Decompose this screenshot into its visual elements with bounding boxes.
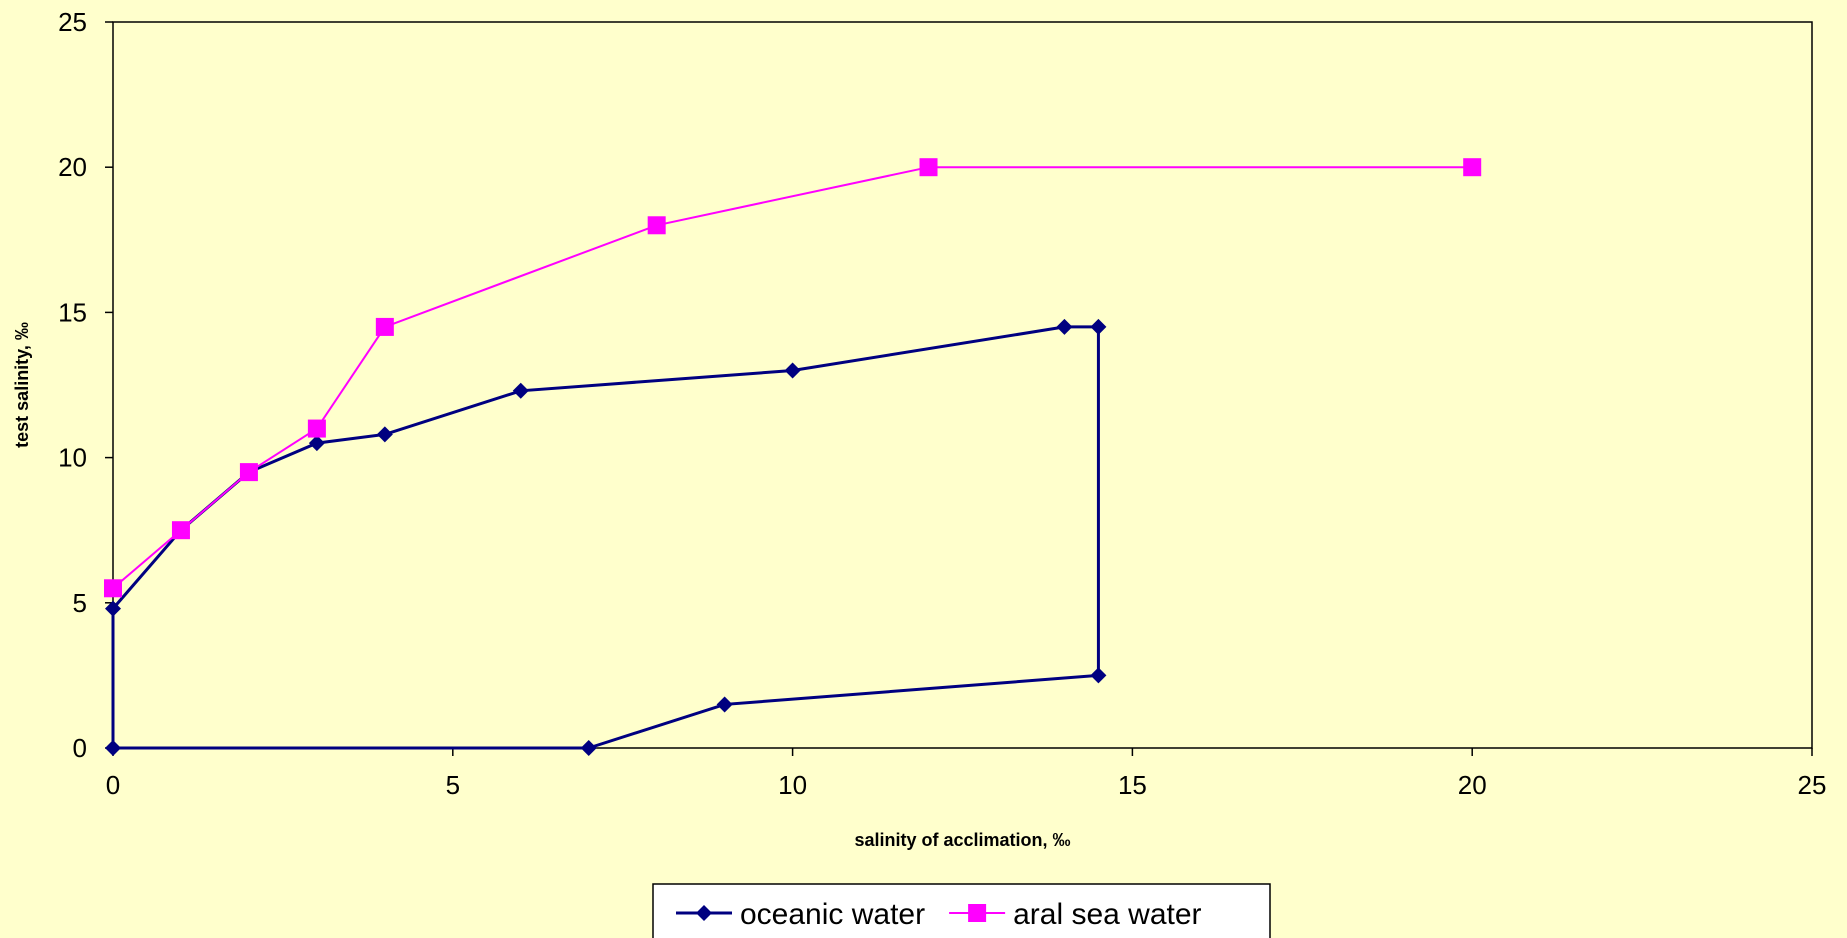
data-point xyxy=(308,435,325,452)
legend-swatch-marker xyxy=(968,904,987,922)
y-axis-title: test salinity, ‰ xyxy=(12,322,32,448)
data-point xyxy=(716,696,733,713)
plot-area xyxy=(112,21,1813,749)
data-point xyxy=(307,419,326,438)
data-point xyxy=(512,382,529,399)
data-point xyxy=(171,521,190,540)
legend-item: aral sea water xyxy=(949,898,1202,931)
data-point xyxy=(104,579,122,598)
series-line xyxy=(111,325,1100,750)
series-layer xyxy=(104,158,1482,756)
y-tick-label: 0 xyxy=(73,733,87,763)
legend-label: oceanic water xyxy=(740,898,925,931)
x-tick-label: 10 xyxy=(778,770,807,800)
legend-box xyxy=(652,883,1271,938)
x-tick-label: 20 xyxy=(1458,770,1487,800)
data-point xyxy=(580,740,597,756)
y-tick-label: 15 xyxy=(58,297,87,327)
data-point xyxy=(1463,158,1482,177)
legend: oceanic water aral sea water xyxy=(652,883,1271,938)
data-point xyxy=(375,317,394,336)
data-point xyxy=(239,463,258,482)
x-tick-label: 15 xyxy=(1118,770,1147,800)
data-point xyxy=(919,158,938,177)
y-tick-label: 20 xyxy=(58,152,87,182)
data-point xyxy=(376,426,393,443)
data-point xyxy=(1056,318,1073,335)
x-tick-label: 5 xyxy=(446,770,460,800)
y-tick-label: 5 xyxy=(73,588,87,618)
legend-swatch-marker xyxy=(696,905,712,921)
series-aral-sea-water xyxy=(104,158,1482,598)
series-line xyxy=(112,166,1473,590)
data-point xyxy=(105,600,121,617)
data-point xyxy=(1090,318,1107,335)
x-tick-label: 25 xyxy=(1798,770,1827,800)
data-point xyxy=(647,216,666,235)
y-tick-label: 10 xyxy=(58,443,87,473)
data-point xyxy=(784,362,801,379)
data-point xyxy=(105,740,121,756)
x-axis-title: salinity of acclimation, ‰ xyxy=(854,830,1070,850)
legend-items: oceanic water aral sea water xyxy=(676,898,1202,931)
x-tick-label: 0 xyxy=(106,770,120,800)
y-tick-label: 25 xyxy=(58,7,87,37)
legend-label: aral sea water xyxy=(1013,898,1201,931)
data-point xyxy=(1090,667,1107,684)
legend-item: oceanic water xyxy=(676,898,925,931)
